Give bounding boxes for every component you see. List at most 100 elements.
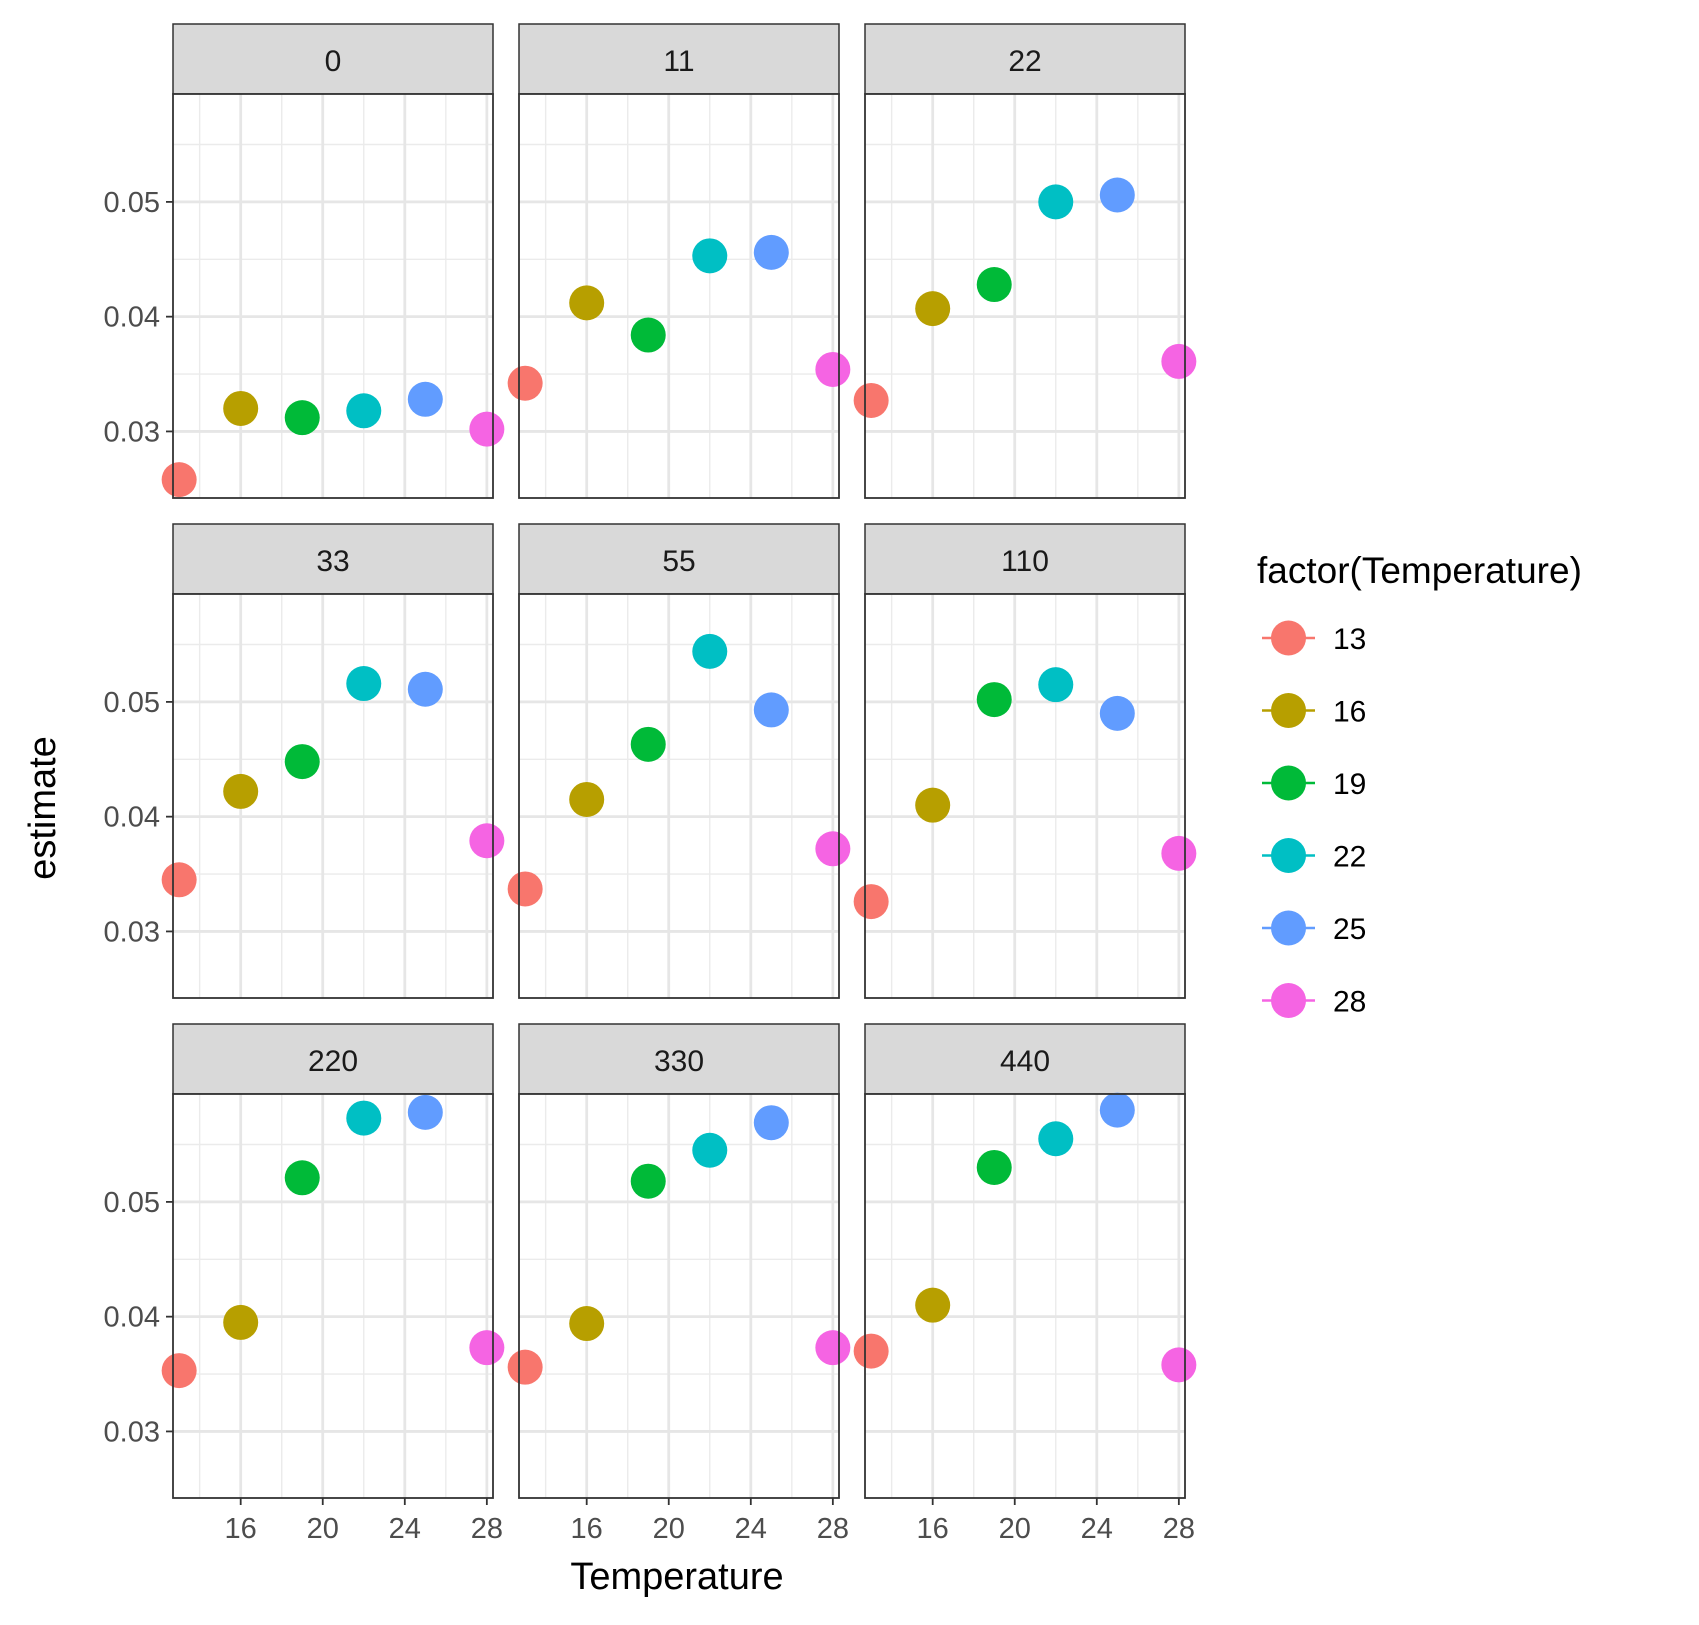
legend-label: 22: [1333, 841, 1366, 874]
point-panel-330-temp-28: [815, 1330, 851, 1366]
y-tick-label: 0.04: [104, 1302, 160, 1334]
point-panel-220-temp-16: [223, 1304, 259, 1340]
x-tick-label: 28: [471, 1513, 503, 1545]
legend: factor(Temperature) 13 16 19 22 25 28: [1257, 550, 1582, 1019]
facet-strip-label: 0: [325, 45, 342, 78]
facet-strip: [864, 23, 1186, 95]
legend-label: 28: [1333, 986, 1366, 1019]
facet-strip: [172, 523, 494, 595]
point-panel-220-temp-19: [284, 1160, 320, 1196]
x-tick-label: 24: [1081, 1513, 1113, 1545]
y-axis-title: estimate: [22, 736, 64, 880]
legend-item-13: 13: [1262, 620, 1366, 656]
panel-background: [173, 1094, 493, 1498]
point-panel-0-temp-13: [161, 462, 197, 498]
point-panel-330-temp-22: [692, 1132, 728, 1168]
axes-layer: 0.03 0.04 0.05 0.03 0.04 0.05 0.03 0.04 0.05 16 20…: [104, 187, 1195, 1545]
x-axis-title: Temperature: [570, 1556, 783, 1598]
x-tick-label: 16: [917, 1513, 949, 1545]
point-panel-440-temp-13: [853, 1333, 889, 1369]
point-panel-0-temp-22: [346, 393, 382, 429]
panel-background: [865, 594, 1185, 998]
legend-item-25: 25: [1262, 910, 1366, 946]
x-tick-label: 24: [389, 1513, 421, 1545]
panel-background: [519, 594, 839, 998]
facet-strip: [518, 1023, 840, 1095]
point-panel-440-temp-19: [976, 1149, 1012, 1185]
legend-key-point: [1271, 620, 1306, 656]
point-panel-440-temp-16: [915, 1287, 951, 1323]
point-panel-0-temp-25: [407, 381, 443, 417]
y-tick-label: 0.04: [104, 302, 160, 334]
x-tick-label: 20: [999, 1513, 1031, 1545]
point-panel-110-temp-22: [1038, 667, 1074, 703]
point-panel-33-temp-13: [161, 862, 197, 898]
facet-strip: [172, 23, 494, 95]
legend-label: 25: [1333, 913, 1366, 946]
facet-strip-label: 110: [1001, 545, 1049, 578]
x-tick-label: 20: [307, 1513, 339, 1545]
point-panel-11-temp-19: [630, 317, 666, 353]
facet-strip-label: 220: [308, 1045, 358, 1078]
panel-border: [518, 593, 840, 999]
y-tick-label: 0.03: [104, 916, 160, 948]
facet-panel-110: 110: [853, 523, 1197, 999]
point-panel-55-temp-19: [630, 726, 666, 762]
point-panel-11-temp-16: [569, 285, 605, 321]
x-tick-label: 24: [735, 1513, 767, 1545]
point-panel-22-temp-13: [853, 382, 889, 418]
legend-item-19: 19: [1262, 765, 1366, 801]
point-panel-110-temp-13: [853, 884, 889, 920]
legend-title: factor(Temperature): [1257, 550, 1582, 591]
facet-panel-330: 330: [507, 1023, 851, 1499]
y-tick-label: 0.03: [104, 1416, 160, 1448]
y-tick-label: 0.05: [104, 687, 160, 719]
panel-background: [865, 1094, 1185, 1498]
facet-strip: [518, 23, 840, 95]
panel-background: [173, 594, 493, 998]
panel-background: [173, 94, 493, 498]
point-panel-22-temp-16: [915, 291, 951, 327]
point-panel-220-temp-22: [346, 1100, 382, 1136]
legend-key-point: [1271, 765, 1306, 801]
point-panel-55-temp-13: [507, 871, 543, 907]
facet-panel-55: 55: [507, 523, 851, 999]
point-panel-22-temp-25: [1099, 177, 1135, 213]
panel-background: [865, 94, 1185, 498]
point-panel-22-temp-28: [1161, 343, 1197, 379]
y-tick-label: 0.04: [104, 802, 160, 834]
point-panel-110-temp-28: [1161, 835, 1197, 871]
point-panel-330-temp-19: [630, 1163, 666, 1199]
legend-label: 13: [1333, 623, 1366, 656]
point-panel-330-temp-13: [507, 1349, 543, 1385]
x-tick-label: 20: [653, 1513, 685, 1545]
point-panel-33-temp-28: [469, 823, 505, 859]
legend-key-point: [1271, 910, 1306, 946]
legend-item-22: 22: [1262, 838, 1366, 874]
point-panel-110-temp-25: [1099, 695, 1135, 731]
panel-border: [518, 93, 840, 499]
facet-strip: [518, 523, 840, 595]
point-panel-330-temp-25: [753, 1105, 789, 1141]
legend-key-point: [1271, 983, 1306, 1018]
x-tick-label: 16: [571, 1513, 603, 1545]
point-panel-55-temp-25: [753, 692, 789, 728]
panel-background: [519, 1094, 839, 1498]
panel-border: [518, 1093, 840, 1499]
point-panel-110-temp-16: [915, 787, 951, 823]
point-panel-220-temp-25: [407, 1094, 443, 1130]
panel-border: [864, 1093, 1186, 1499]
point-panel-55-temp-22: [692, 633, 728, 669]
point-panel-33-temp-16: [223, 773, 259, 809]
point-panel-440-temp-22: [1038, 1121, 1074, 1157]
facet-panel-33: 33: [161, 523, 505, 999]
facet-panel-11: 11: [507, 23, 851, 499]
point-panel-110-temp-19: [976, 682, 1012, 718]
point-panel-33-temp-25: [407, 671, 443, 707]
facet-strip: [864, 1023, 1186, 1095]
x-tick-label: 28: [1163, 1513, 1195, 1545]
panels-layer: 0 11 22 33 55 110 220 330 440: [161, 23, 1197, 1499]
point-panel-33-temp-19: [284, 744, 320, 780]
y-tick-label: 0.03: [104, 416, 160, 448]
